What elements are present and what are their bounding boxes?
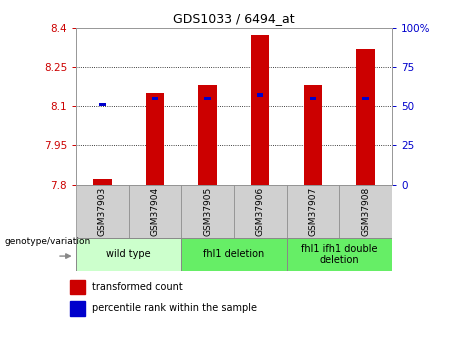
Text: GSM37904: GSM37904 bbox=[150, 187, 160, 236]
FancyBboxPatch shape bbox=[181, 238, 287, 271]
Text: wild type: wild type bbox=[106, 249, 151, 259]
Text: GSM37906: GSM37906 bbox=[256, 187, 265, 236]
Text: GSM37905: GSM37905 bbox=[203, 187, 212, 236]
FancyBboxPatch shape bbox=[76, 185, 129, 238]
FancyBboxPatch shape bbox=[234, 185, 287, 238]
FancyBboxPatch shape bbox=[129, 185, 181, 238]
Text: fhl1 deletion: fhl1 deletion bbox=[203, 249, 265, 259]
FancyBboxPatch shape bbox=[287, 238, 392, 271]
Bar bbox=[70, 280, 85, 294]
Text: fhl1 ifh1 double
deletion: fhl1 ifh1 double deletion bbox=[301, 244, 378, 265]
Bar bbox=[99, 103, 106, 106]
Text: GSM37908: GSM37908 bbox=[361, 187, 370, 236]
Bar bbox=[362, 97, 369, 100]
Bar bbox=[304, 85, 322, 185]
Bar bbox=[310, 97, 316, 100]
Bar bbox=[70, 301, 85, 316]
Bar bbox=[93, 179, 112, 185]
FancyBboxPatch shape bbox=[76, 238, 181, 271]
Bar bbox=[356, 49, 375, 185]
FancyBboxPatch shape bbox=[181, 185, 234, 238]
Text: genotype/variation: genotype/variation bbox=[5, 237, 91, 246]
FancyBboxPatch shape bbox=[287, 185, 339, 238]
Bar bbox=[152, 97, 158, 100]
Bar bbox=[205, 97, 211, 100]
Title: GDS1033 / 6494_at: GDS1033 / 6494_at bbox=[173, 12, 295, 25]
FancyBboxPatch shape bbox=[339, 185, 392, 238]
Bar bbox=[198, 85, 217, 185]
Text: GSM37903: GSM37903 bbox=[98, 187, 107, 236]
Text: transformed count: transformed count bbox=[92, 282, 183, 292]
Bar bbox=[146, 93, 164, 185]
Bar bbox=[251, 36, 270, 185]
Text: percentile rank within the sample: percentile rank within the sample bbox=[92, 303, 257, 313]
Text: GSM37907: GSM37907 bbox=[308, 187, 318, 236]
Bar bbox=[257, 93, 263, 97]
